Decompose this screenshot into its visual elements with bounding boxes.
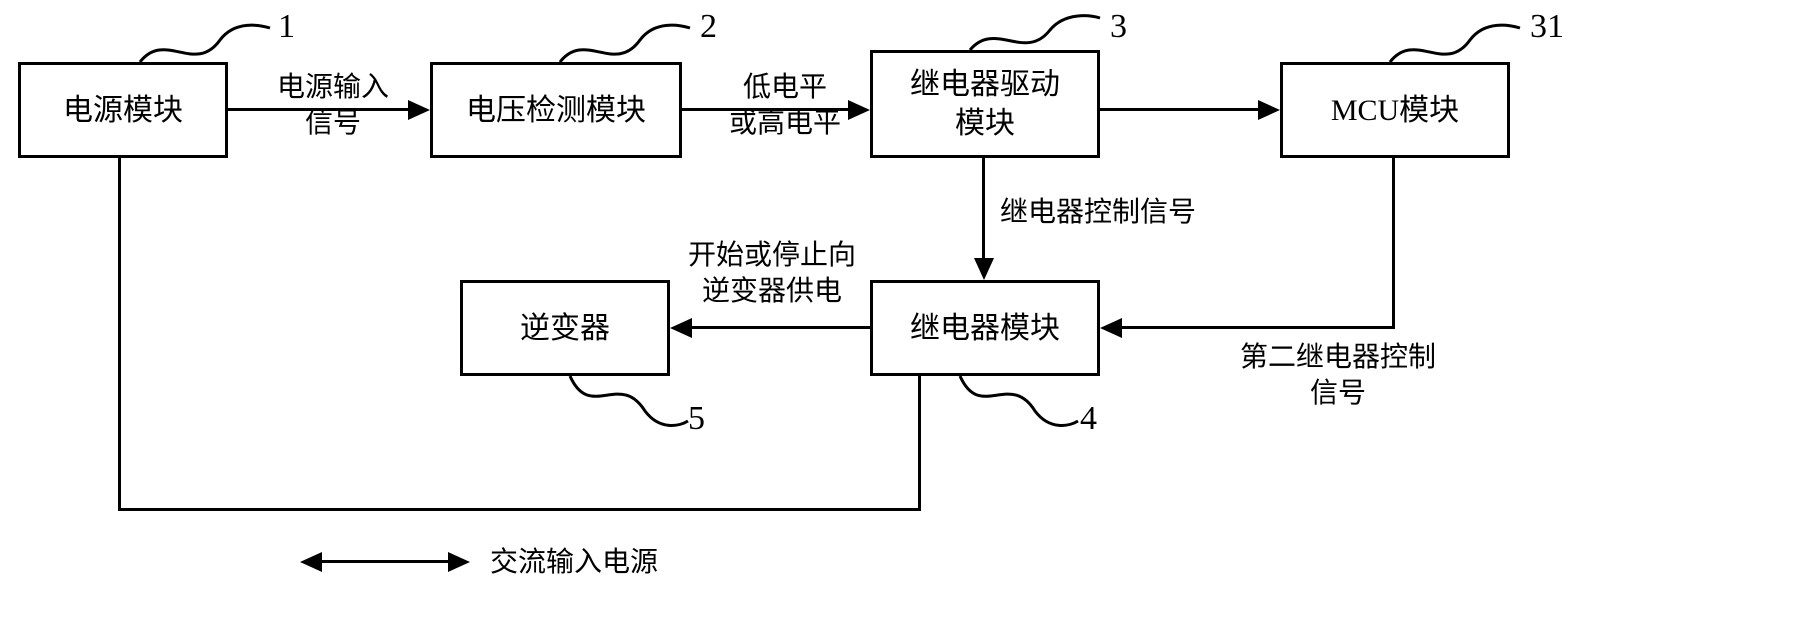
node-inverter: 逆变器 — [460, 280, 670, 376]
edge-label-line2: 信号 — [258, 106, 408, 142]
num-label-5: 5 — [688, 400, 705, 438]
node-label: 继电器模块 — [910, 309, 1060, 348]
num-label-4: 4 — [1080, 400, 1097, 438]
node-mcu: MCU模块 — [1280, 62, 1510, 158]
arrowhead-drive-to-mcu — [1258, 100, 1280, 120]
edge-label-line1: 电源输入 — [258, 70, 408, 106]
edge-label-line1: 第二继电器控制 — [1240, 340, 1436, 376]
edge-label-line1: 低电平 — [710, 70, 860, 106]
squiggle-31 — [1390, 20, 1520, 70]
edge-label-second-relay: 第二继电器控制 信号 — [1240, 340, 1436, 413]
arrow-drive-to-mcu — [1100, 108, 1260, 111]
squiggle-4 — [960, 376, 1080, 436]
arrowhead-mcu-to-relay — [1100, 318, 1122, 338]
num-label-3: 3 — [1110, 8, 1127, 46]
node-label: 电源模块 — [63, 91, 183, 130]
node-label: MCU模块 — [1331, 91, 1459, 130]
node-label: 逆变器 — [520, 309, 610, 348]
edge-label-line1: 开始或停止向 — [688, 238, 856, 274]
node-relay: 继电器模块 — [870, 280, 1100, 376]
arrow-feedback-h — [118, 508, 921, 511]
arrow-mcu-to-relay-v — [1392, 158, 1395, 328]
squiggle-1 — [140, 20, 270, 70]
arrowhead-drive-to-relay — [974, 258, 994, 280]
label-ac-input: 交流输入电源 — [490, 545, 658, 581]
node-label-line2: 模块 — [955, 104, 1015, 143]
arrow-drive-to-relay — [982, 158, 985, 260]
num-label-1: 1 — [278, 8, 295, 46]
arrowhead-power-to-voltage — [408, 100, 430, 120]
arrow-feedback-v1 — [918, 376, 921, 510]
ac-arrow-line — [320, 560, 450, 563]
edge-label-line2: 信号 — [1240, 376, 1436, 412]
edge-label-line2: 逆变器供电 — [688, 274, 856, 310]
edge-label-line2: 或高电平 — [710, 106, 860, 142]
squiggle-5 — [570, 376, 690, 436]
arrow-feedback-v2 — [118, 158, 121, 511]
squiggle-3 — [970, 12, 1100, 57]
ac-arrowhead-right — [448, 552, 470, 572]
arrow-mcu-to-relay-h — [1120, 326, 1395, 329]
num-label-2: 2 — [700, 8, 717, 46]
edge-label-inverter-supply: 开始或停止向 逆变器供电 — [688, 238, 856, 311]
edge-label-power-signal: 电源输入 信号 — [258, 70, 408, 143]
squiggle-2 — [560, 20, 690, 70]
node-voltage-detect: 电压检测模块 — [430, 62, 682, 158]
edge-label-level: 低电平 或高电平 — [710, 70, 860, 143]
node-power-module: 电源模块 — [18, 62, 228, 158]
edge-label-relay-ctrl: 继电器控制信号 — [1000, 195, 1196, 231]
arrowhead-relay-to-inverter — [670, 318, 692, 338]
node-label-line1: 继电器驱动 — [910, 65, 1060, 104]
num-label-31: 31 — [1530, 8, 1564, 46]
arrow-relay-to-inverter — [690, 326, 870, 329]
ac-arrowhead-left — [300, 552, 322, 572]
node-label: 电压检测模块 — [466, 91, 646, 130]
node-relay-drive: 继电器驱动 模块 — [870, 50, 1100, 158]
